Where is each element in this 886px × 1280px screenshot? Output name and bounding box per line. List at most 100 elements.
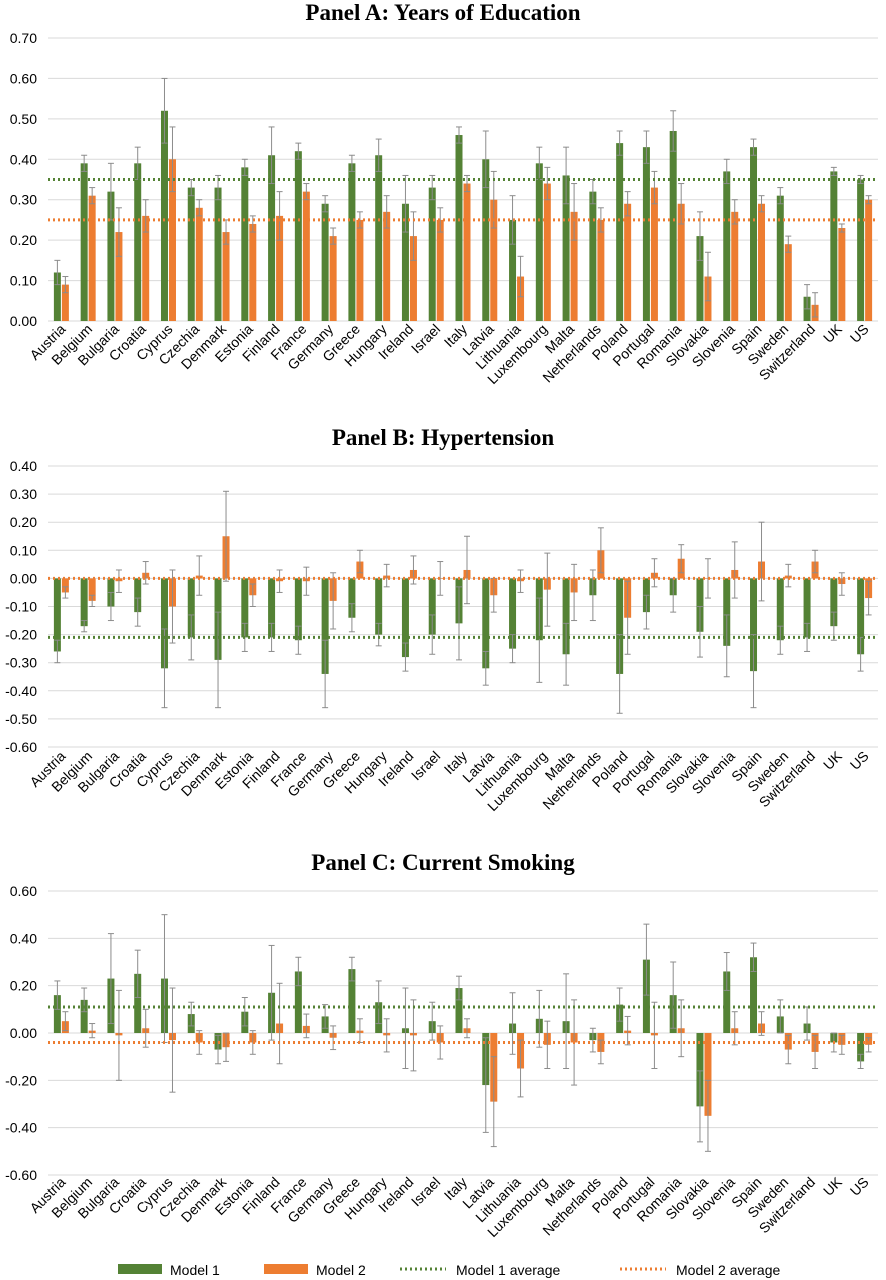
model1-bar	[214, 187, 222, 321]
model1-bar	[241, 578, 249, 638]
category-label: UK	[820, 747, 846, 773]
legend-model1-label: Model 1	[170, 1262, 220, 1278]
model2-bar	[383, 211, 391, 321]
model1-bar	[321, 578, 329, 674]
model1-bar	[294, 578, 302, 641]
model1-bar	[696, 236, 704, 321]
legend: Model 1 Model 2 Model 1 average Model 2 …	[118, 1262, 781, 1278]
model1-bar	[562, 175, 570, 321]
category-label: Israel	[408, 1174, 444, 1210]
y-tick-label: -0.20	[5, 1072, 37, 1088]
y-tick-label: 0.70	[10, 30, 37, 46]
model1-bar	[107, 191, 115, 321]
model1-bar	[455, 135, 463, 321]
model2-bar	[463, 183, 471, 321]
model1-bar	[53, 272, 61, 321]
model1-bar	[830, 578, 838, 627]
panel-b-chart: Panel B: Hypertension -0.60 -0.50 -0.40 -0.3…	[5, 425, 878, 814]
model1-bar	[160, 578, 168, 669]
legend-model2-average-label: Model 2 average	[676, 1262, 781, 1278]
model1-bar	[857, 1033, 865, 1062]
model1-bar	[857, 179, 865, 321]
model2-bar	[543, 183, 551, 321]
legend-model2-label: Model 2	[316, 1262, 366, 1278]
model1-bar	[642, 959, 650, 1033]
model1-bar	[53, 578, 61, 652]
y-tick-label: -0.50	[5, 711, 37, 727]
y-tick-label: 0.00	[10, 1025, 37, 1041]
model2-bar	[142, 215, 150, 321]
legend-model2-swatch	[264, 1264, 308, 1274]
model1-bar	[134, 578, 142, 613]
model2-bar	[61, 284, 69, 321]
model1-bar	[562, 578, 570, 655]
model1-bar	[428, 578, 436, 635]
model1-bar	[535, 163, 543, 321]
y-tick-label: 0.20	[10, 978, 37, 994]
panel-title: Panel C: Current Smoking	[311, 850, 575, 875]
y-tick-label: -0.30	[5, 655, 37, 671]
y-tick-label: -0.40	[5, 1120, 37, 1136]
model2-bar	[731, 211, 739, 321]
panel-c-chart: Panel C: Current Smoking -0.60 -0.40 -0.20 0…	[5, 850, 878, 1240]
model1-bar	[750, 957, 758, 1033]
model1-bar	[669, 130, 677, 321]
model2-bar	[88, 578, 96, 601]
model2-bar	[61, 578, 69, 593]
model2-bar	[838, 228, 846, 321]
model1-bar	[375, 155, 383, 321]
model2-bar	[222, 232, 230, 321]
model1-bar	[776, 578, 784, 641]
y-tick-label: -0.60	[5, 1167, 37, 1183]
model1-bar	[134, 973, 142, 1033]
model1-bar	[750, 578, 758, 672]
y-tick-label: 0.10	[10, 273, 37, 289]
model1-bar	[830, 171, 838, 321]
model1-bar	[428, 187, 436, 321]
y-tick-label: 0.10	[10, 542, 37, 558]
y-tick-label: 0.20	[10, 232, 37, 248]
model1-bar	[348, 969, 356, 1033]
model2-bar	[88, 195, 96, 321]
model2-bar	[195, 207, 203, 321]
y-tick-label: -0.60	[5, 739, 37, 755]
model1-bar	[187, 578, 195, 638]
y-tick-label: 0.30	[10, 486, 37, 502]
category-label: Israel	[408, 748, 444, 784]
y-tick-label: -0.10	[5, 599, 37, 615]
legend-model1-swatch	[118, 1264, 162, 1274]
model1-bar	[509, 578, 517, 649]
model1-bar	[482, 159, 490, 321]
y-tick-label: 0.40	[10, 151, 37, 167]
category-label: Israel	[408, 321, 444, 357]
model1-bar	[268, 578, 276, 638]
model1-bar	[241, 167, 249, 321]
model1-bar	[268, 155, 276, 321]
panel-title: Panel A: Years of Education	[305, 0, 580, 25]
model1-bar	[616, 578, 624, 674]
model1-bar	[723, 578, 731, 646]
y-tick-label: 0.40	[10, 930, 37, 946]
model1-bar	[696, 578, 704, 632]
model1-bar	[321, 203, 329, 321]
model1-bar	[80, 999, 88, 1033]
model2-bar	[436, 219, 444, 321]
model2-bar	[677, 203, 685, 321]
model1-bar	[857, 578, 865, 655]
model2-bar	[624, 203, 632, 321]
model2-bar	[517, 276, 525, 321]
model1-bar	[723, 171, 731, 321]
model1-bar	[482, 578, 490, 669]
category-label: UK	[820, 320, 846, 346]
model1-bar	[134, 163, 142, 321]
model2-bar	[650, 187, 658, 321]
panel-title: Panel B: Hypertension	[332, 425, 555, 450]
y-tick-label: 0.20	[10, 514, 37, 530]
panel-a-chart: Panel A: Years of Education 0.00 0.10 0.20 0…	[10, 0, 878, 387]
model1-bar	[616, 143, 624, 321]
model2-bar	[758, 203, 766, 321]
category-label: US	[847, 748, 872, 773]
model1-bar	[509, 219, 517, 321]
y-tick-label: 0.50	[10, 111, 37, 127]
